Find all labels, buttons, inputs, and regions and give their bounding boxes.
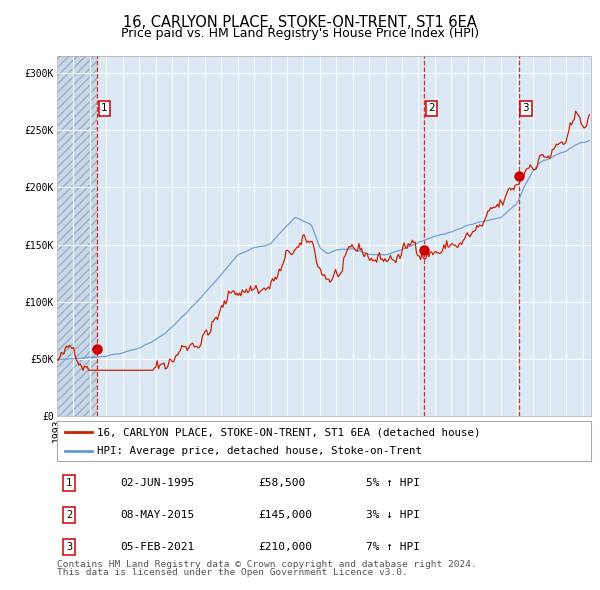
Text: £58,500: £58,500 [258,478,305,488]
Text: 3: 3 [66,542,72,552]
Text: 05-FEB-2021: 05-FEB-2021 [120,542,194,552]
Text: 16, CARLYON PLACE, STOKE-ON-TRENT, ST1 6EA: 16, CARLYON PLACE, STOKE-ON-TRENT, ST1 6… [123,15,477,30]
Text: Price paid vs. HM Land Registry's House Price Index (HPI): Price paid vs. HM Land Registry's House … [121,27,479,40]
Text: 2: 2 [428,103,435,113]
Text: Contains HM Land Registry data © Crown copyright and database right 2024.: Contains HM Land Registry data © Crown c… [57,560,477,569]
Bar [57,56,97,416]
Text: This data is licensed under the Open Government Licence v3.0.: This data is licensed under the Open Gov… [57,568,408,577]
Text: HPI: Average price, detached house, Stoke-on-Trent: HPI: Average price, detached house, Stok… [97,447,422,456]
Text: 3% ↓ HPI: 3% ↓ HPI [366,510,420,520]
Text: 7% ↑ HPI: 7% ↑ HPI [366,542,420,552]
Text: £145,000: £145,000 [258,510,312,520]
Text: 1: 1 [66,478,72,488]
Text: 5% ↑ HPI: 5% ↑ HPI [366,478,420,488]
Text: 2: 2 [66,510,72,520]
Text: 16, CARLYON PLACE, STOKE-ON-TRENT, ST1 6EA (detached house): 16, CARLYON PLACE, STOKE-ON-TRENT, ST1 6… [97,427,481,437]
Text: 1: 1 [101,103,107,113]
Text: 3: 3 [523,103,529,113]
Text: 08-MAY-2015: 08-MAY-2015 [120,510,194,520]
Text: 02-JUN-1995: 02-JUN-1995 [120,478,194,488]
Text: £210,000: £210,000 [258,542,312,552]
